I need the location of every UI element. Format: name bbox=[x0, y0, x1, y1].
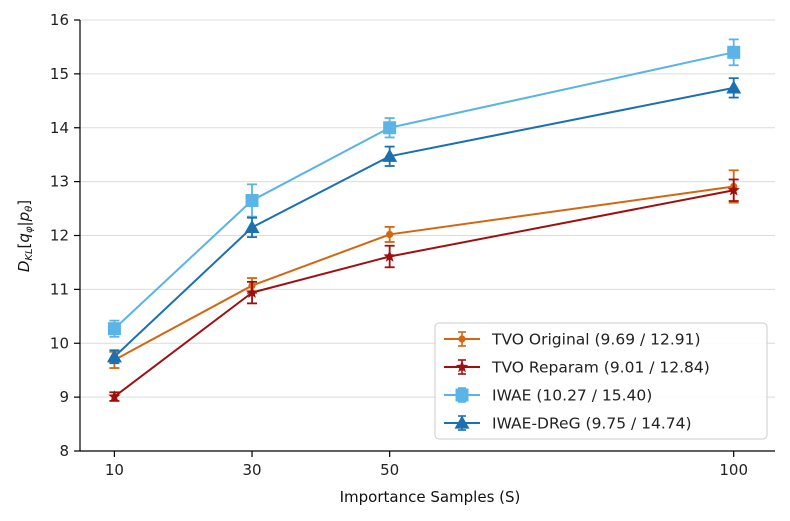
y-axis-title: DKL[qφ|pθ] bbox=[15, 200, 35, 272]
legend-label-1: TVO Reparam (9.01 / 12.84) bbox=[491, 359, 710, 377]
x-tick-label-30: 30 bbox=[242, 461, 261, 479]
legend-frame bbox=[434, 322, 768, 440]
y-tick-label-13: 13 bbox=[50, 173, 69, 191]
data-point-2-3 bbox=[727, 45, 741, 59]
x-axis-title: Importance Samples (S) bbox=[340, 488, 521, 506]
ylabel-q-sub: φ bbox=[24, 226, 35, 233]
data-point-1-0 bbox=[108, 390, 121, 402]
x-ticks: 10 30 50 100 bbox=[105, 451, 748, 479]
series-line-3 bbox=[113, 86, 734, 358]
ylabel-sub: KL bbox=[24, 248, 35, 260]
ylabel-open: [ bbox=[15, 243, 33, 249]
x-tick-label-50: 50 bbox=[380, 461, 399, 479]
data-point-1-3 bbox=[727, 183, 740, 196]
legend-entry-1: TVO Reparam (9.01 / 12.84) bbox=[444, 359, 710, 377]
data-point-1-1 bbox=[245, 286, 259, 298]
data-point-2-2 bbox=[383, 121, 397, 135]
data-point-0-2 bbox=[386, 230, 394, 239]
ylabel-q: q bbox=[15, 233, 33, 243]
ylabel-p-sub: θ bbox=[24, 206, 35, 212]
ylabel-p: p bbox=[15, 212, 33, 223]
y-ticks: 8 9 10 11 12 13 14 15 16 bbox=[50, 11, 80, 460]
ylabel-close: ] bbox=[15, 200, 33, 206]
data-point-1-2 bbox=[383, 250, 396, 262]
y-tick-label-9: 9 bbox=[59, 388, 69, 406]
data-point-2-1 bbox=[245, 193, 259, 207]
y-tick-label-12: 12 bbox=[50, 227, 69, 245]
series-1 bbox=[108, 178, 740, 402]
y-tick-label-16: 16 bbox=[50, 11, 69, 29]
legend-entry-3: IWAE-DReG (9.75 / 14.74) bbox=[444, 415, 692, 433]
series-line-2 bbox=[113, 51, 734, 330]
x-tick-label-10: 10 bbox=[105, 461, 124, 479]
y-tick-label-10: 10 bbox=[50, 334, 69, 352]
legend-marker-2 bbox=[455, 388, 469, 402]
y-tick-label-8: 8 bbox=[59, 442, 69, 460]
series-line-1 bbox=[113, 189, 734, 398]
y-tick-label-14: 14 bbox=[50, 119, 69, 137]
legend-marker-0 bbox=[458, 335, 466, 343]
series-layer bbox=[106, 38, 742, 402]
y-tick-label-11: 11 bbox=[50, 280, 69, 298]
data-point-3-1 bbox=[244, 219, 260, 234]
legend-marker-3 bbox=[454, 415, 470, 429]
legend-label-3: IWAE-DReG (9.75 / 14.74) bbox=[492, 415, 692, 433]
data-point-3-0 bbox=[106, 349, 122, 363]
data-point-2-0 bbox=[107, 322, 121, 336]
ylabel-bar: | bbox=[15, 221, 33, 226]
series-line-0 bbox=[113, 185, 734, 361]
legend-marker-1 bbox=[455, 360, 469, 373]
legend-entry-2: IWAE (10.27 / 15.40) bbox=[444, 387, 652, 405]
legend-entry-0: TVO Original (9.69 / 12.91) bbox=[444, 331, 701, 349]
legend-label-0: TVO Original (9.69 / 12.91) bbox=[491, 331, 701, 349]
y-tick-label-15: 15 bbox=[50, 65, 69, 83]
ylabel-main: D bbox=[15, 261, 33, 273]
series-2 bbox=[107, 38, 741, 338]
legend: TVO Original (9.69 / 12.91) TVO Reparam (… bbox=[434, 322, 768, 440]
legend-label-2: IWAE (10.27 / 15.40) bbox=[492, 387, 652, 405]
grid-lines bbox=[80, 19, 775, 398]
data-point-3-3 bbox=[726, 80, 742, 94]
x-tick-label-100: 100 bbox=[719, 461, 748, 479]
data-point-3-2 bbox=[382, 148, 398, 162]
series-3 bbox=[106, 77, 742, 365]
